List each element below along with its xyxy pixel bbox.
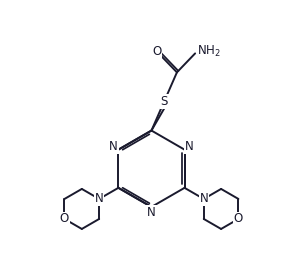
Text: O: O xyxy=(152,45,161,58)
Text: N: N xyxy=(185,140,194,153)
Text: S: S xyxy=(161,95,168,108)
Text: O: O xyxy=(234,212,243,225)
Text: NH$_2$: NH$_2$ xyxy=(197,44,221,59)
Text: N: N xyxy=(109,140,118,153)
Text: N: N xyxy=(95,192,104,205)
Text: N: N xyxy=(199,192,208,205)
Text: O: O xyxy=(60,212,69,225)
Text: N: N xyxy=(147,206,156,219)
